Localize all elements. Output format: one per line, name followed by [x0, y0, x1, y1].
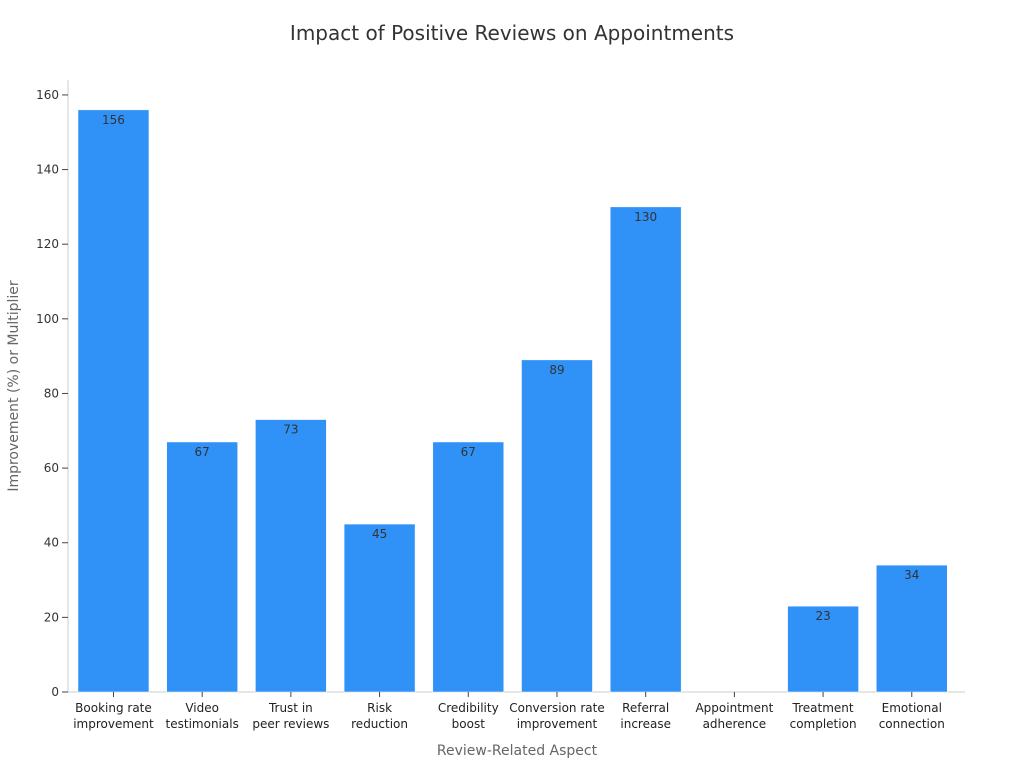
- x-tick-label: adherence: [703, 717, 767, 731]
- x-tick-label: Conversion rate: [509, 701, 604, 715]
- x-tick-label: Credibility: [438, 701, 499, 715]
- y-tick-label: 160: [36, 88, 59, 102]
- bar-value-label: 73: [283, 423, 298, 437]
- y-tick-label: 40: [44, 536, 59, 550]
- x-axis-tick-labels: Booking rate improvement Video testimonials…: [73, 692, 945, 731]
- x-tick-label: Appointment: [695, 701, 773, 715]
- bar-value-label: 34: [904, 568, 919, 582]
- x-tick-label: Risk: [367, 701, 392, 715]
- y-tick-label: 140: [36, 163, 59, 177]
- bar: [609, 206, 682, 693]
- x-tick-label: reduction: [351, 717, 408, 731]
- bar: [77, 109, 150, 693]
- y-tick-label: 60: [44, 461, 59, 475]
- x-tick-label: testimonials: [166, 717, 239, 731]
- x-tick-label: connection: [879, 717, 945, 731]
- x-tick-label: increase: [620, 717, 671, 731]
- bar-value-label: 23: [815, 609, 830, 623]
- bar-value-label: 67: [195, 445, 210, 459]
- x-tick-label: improvement: [73, 717, 154, 731]
- y-tick-label: 80: [44, 386, 59, 400]
- bars-group: 156 67 73 45 67 89 130 23 34: [77, 109, 948, 693]
- x-tick-label: peer reviews: [252, 717, 329, 731]
- bar-value-label: 89: [549, 363, 564, 377]
- x-tick-label: Treatment: [792, 701, 854, 715]
- x-tick-label: completion: [790, 717, 857, 731]
- y-tick-label: 120: [36, 237, 59, 251]
- y-axis-ticks: 0 20 40 60 80 100 120 140 160: [36, 88, 68, 699]
- bar: [432, 441, 505, 693]
- x-tick-label: Booking rate: [75, 701, 152, 715]
- y-tick-label: 0: [51, 685, 59, 699]
- x-tick-label: Video: [185, 701, 219, 715]
- y-axis-label: Improvement (%) or Multiplier: [6, 280, 22, 492]
- bar-value-label: 45: [372, 527, 387, 541]
- bar-value-label: 156: [102, 113, 125, 127]
- x-tick-label: Referral: [622, 701, 669, 715]
- y-tick-label: 100: [36, 312, 59, 326]
- x-tick-label: boost: [452, 717, 486, 731]
- bar: [521, 359, 593, 693]
- y-tick-label: 20: [44, 610, 59, 624]
- chart-title: Impact of Positive Reviews on Appointmen…: [290, 21, 734, 45]
- x-tick-label: Trust in: [268, 701, 313, 715]
- x-tick-label: improvement: [517, 717, 598, 731]
- bar-value-label: 130: [634, 210, 657, 224]
- bar: [343, 523, 416, 693]
- bar: [787, 605, 859, 693]
- bar-value-label: 67: [461, 445, 476, 459]
- bar: [876, 564, 948, 693]
- bar: [255, 419, 327, 693]
- bar: [166, 441, 238, 693]
- x-axis-label: Review-Related Aspect: [437, 743, 598, 759]
- x-tick-label: Emotional: [882, 701, 942, 715]
